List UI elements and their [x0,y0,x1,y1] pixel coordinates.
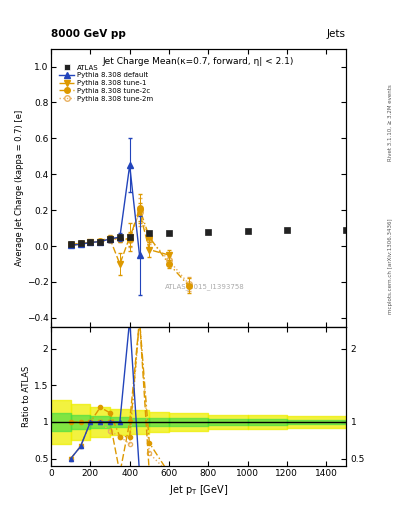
ATLAS [127,234,132,240]
ATLAS [88,240,93,246]
Y-axis label: Average Jet Charge (kappa = 0.7) [e]: Average Jet Charge (kappa = 0.7) [e] [15,110,24,266]
Text: Rivet 3.1.10, ≥ 3.2M events: Rivet 3.1.10, ≥ 3.2M events [388,84,393,161]
ATLAS [98,239,103,245]
ATLAS [167,230,171,237]
Legend: ATLAS, Pythia 8.308 default, Pythia 8.308 tune-1, Pythia 8.308 tune-2c, Pythia 8: ATLAS, Pythia 8.308 default, Pythia 8.30… [57,63,154,103]
Text: Jet Charge Mean(κ=0.7, forward, η| < 2.1): Jet Charge Mean(κ=0.7, forward, η| < 2.1… [103,57,294,66]
Text: 8000 GeV pp: 8000 GeV pp [51,29,126,39]
ATLAS [78,240,83,246]
ATLAS [118,234,122,240]
ATLAS [68,241,73,247]
Text: Jets: Jets [327,29,346,39]
Text: mcplots.cern.ch [arXiv:1306.3436]: mcplots.cern.ch [arXiv:1306.3436] [388,219,393,314]
Y-axis label: Ratio to ATLAS: Ratio to ATLAS [22,366,31,427]
X-axis label: Jet $\mathregular{p_T}$ [GeV]: Jet $\mathregular{p_T}$ [GeV] [169,483,228,497]
ATLAS [147,230,152,237]
Line: ATLAS: ATLAS [68,227,349,247]
ATLAS [285,227,289,233]
ATLAS [206,229,211,235]
ATLAS [245,228,250,234]
Text: ATLAS_2015_I1393758: ATLAS_2015_I1393758 [165,283,244,290]
ATLAS [108,236,112,242]
ATLAS [343,227,348,233]
